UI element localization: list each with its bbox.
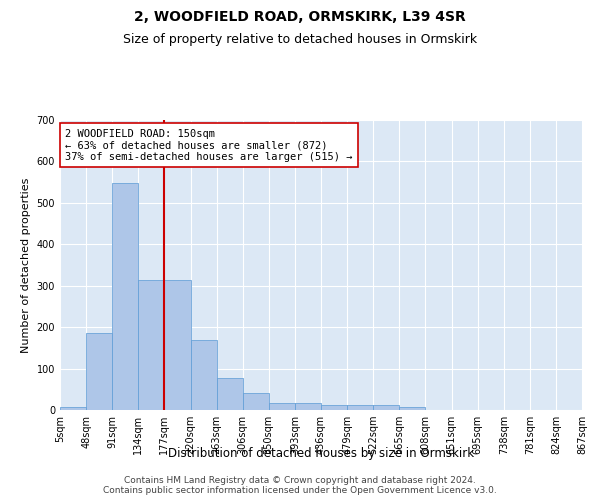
Text: Distribution of detached houses by size in Ormskirk: Distribution of detached houses by size … — [168, 448, 474, 460]
Text: Contains HM Land Registry data © Crown copyright and database right 2024.
Contai: Contains HM Land Registry data © Crown c… — [103, 476, 497, 495]
Bar — [373, 405, 400, 410]
Bar — [139, 280, 164, 410]
Bar — [295, 403, 321, 410]
Bar — [191, 340, 217, 410]
Text: 2, WOODFIELD ROAD, ORMSKIRK, L39 4SR: 2, WOODFIELD ROAD, ORMSKIRK, L39 4SR — [134, 10, 466, 24]
Bar — [164, 280, 191, 410]
Bar — [242, 394, 269, 410]
Bar — [217, 378, 243, 410]
Bar — [269, 403, 295, 410]
Bar — [86, 334, 112, 410]
Y-axis label: Number of detached properties: Number of detached properties — [21, 178, 31, 352]
Text: 2 WOODFIELD ROAD: 150sqm
← 63% of detached houses are smaller (872)
37% of semi-: 2 WOODFIELD ROAD: 150sqm ← 63% of detach… — [65, 128, 353, 162]
Bar — [112, 183, 139, 410]
Bar — [321, 405, 347, 410]
Bar — [60, 406, 86, 410]
Bar — [347, 405, 373, 410]
Bar — [400, 406, 425, 410]
Text: Size of property relative to detached houses in Ormskirk: Size of property relative to detached ho… — [123, 32, 477, 46]
